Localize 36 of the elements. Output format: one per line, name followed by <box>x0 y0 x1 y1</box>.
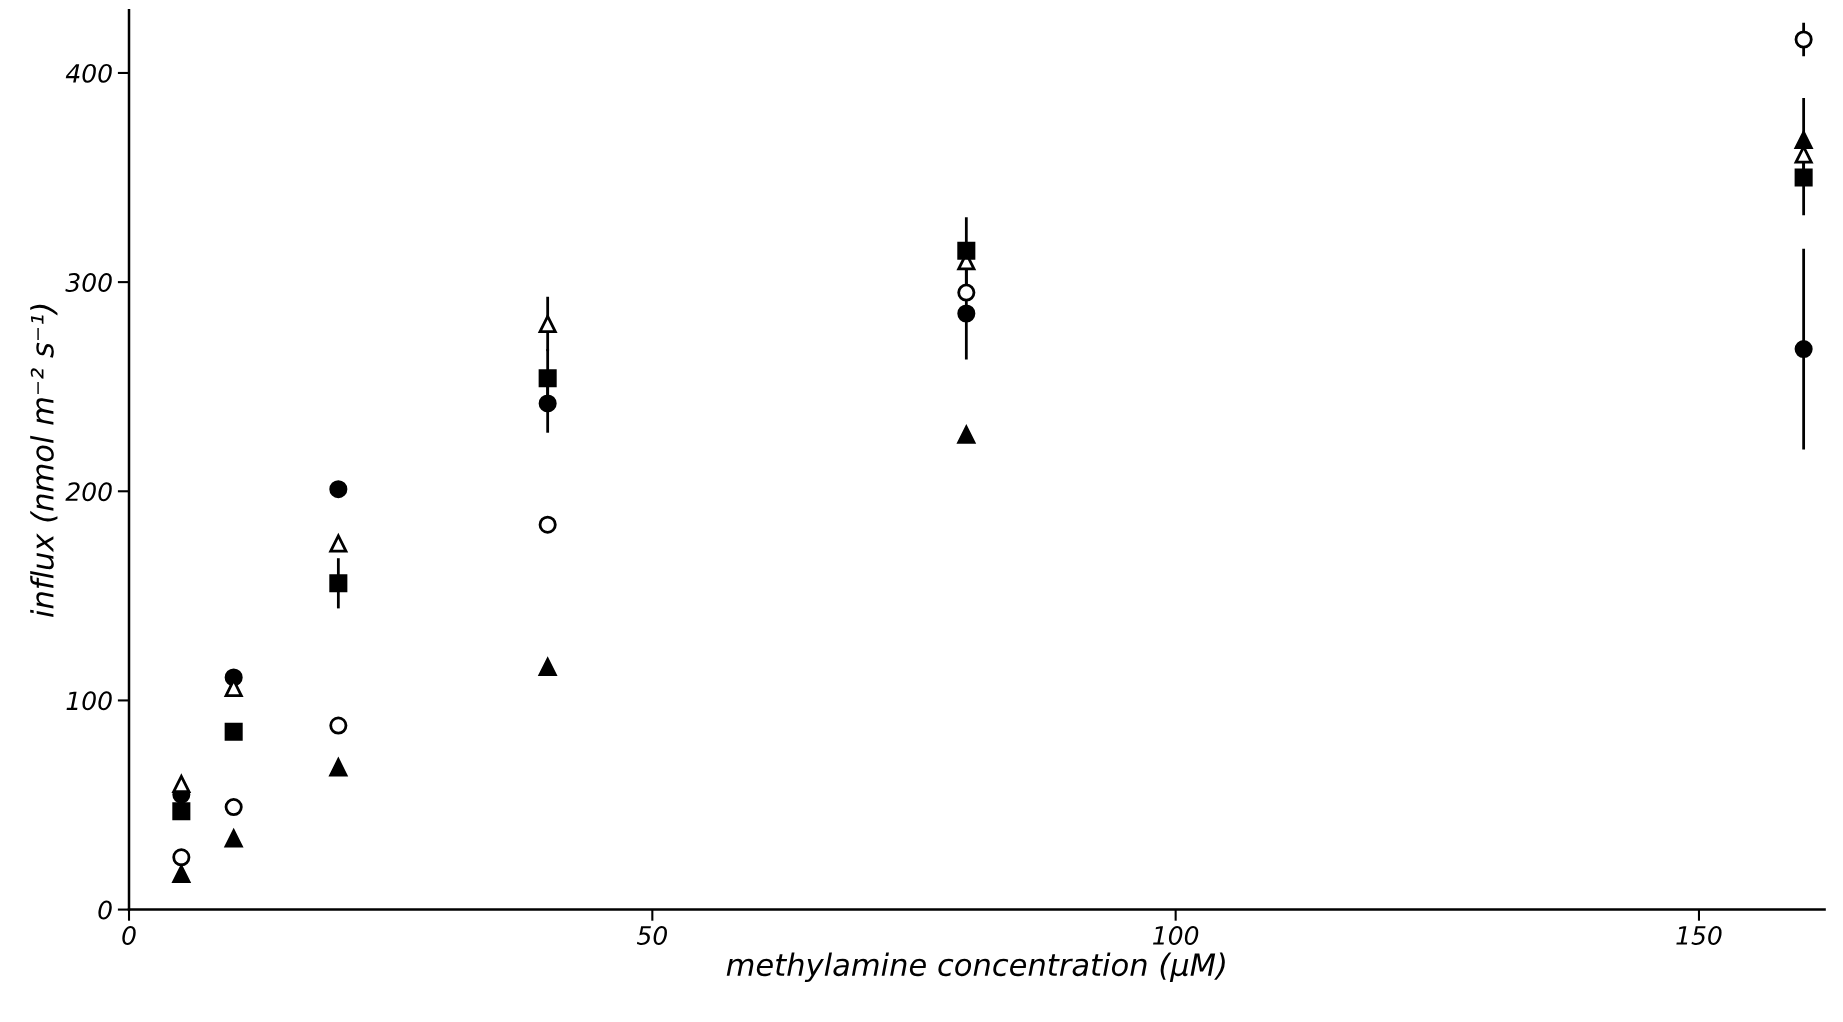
point <box>538 314 557 333</box>
y-axis-title: influx (nmol m⁻² s⁻¹) <box>30 304 58 617</box>
point <box>1794 30 1813 49</box>
point <box>329 480 348 499</box>
point <box>957 304 976 323</box>
y-tick-label: 400 <box>65 63 112 83</box>
point <box>172 848 191 867</box>
point <box>1794 340 1813 359</box>
point <box>538 657 557 676</box>
point <box>538 394 557 413</box>
point <box>172 802 191 821</box>
point <box>1794 130 1813 149</box>
point <box>329 574 348 593</box>
point <box>328 532 349 553</box>
point <box>329 758 348 777</box>
point <box>224 829 243 848</box>
point <box>172 775 191 794</box>
point <box>224 722 243 741</box>
point <box>224 798 243 817</box>
point <box>538 515 557 534</box>
x-axis-title: methylamine concentration (μM) <box>726 952 1225 983</box>
y-tick-label: 300 <box>65 273 112 292</box>
y-tick-label: 0 <box>98 900 112 920</box>
x-tick-label: 50 <box>636 925 667 945</box>
point <box>957 283 976 302</box>
point <box>538 369 557 388</box>
x-tick-label: 150 <box>1676 925 1722 945</box>
x-tick-label: 100 <box>1153 925 1199 945</box>
point <box>329 716 348 735</box>
point <box>957 241 976 260</box>
point <box>172 864 191 884</box>
y-tick-label: 100 <box>66 691 112 711</box>
point <box>957 425 976 444</box>
point <box>1794 168 1813 187</box>
x-tick-label: 0 <box>122 925 136 945</box>
y-tick-label: 200 <box>65 482 112 502</box>
